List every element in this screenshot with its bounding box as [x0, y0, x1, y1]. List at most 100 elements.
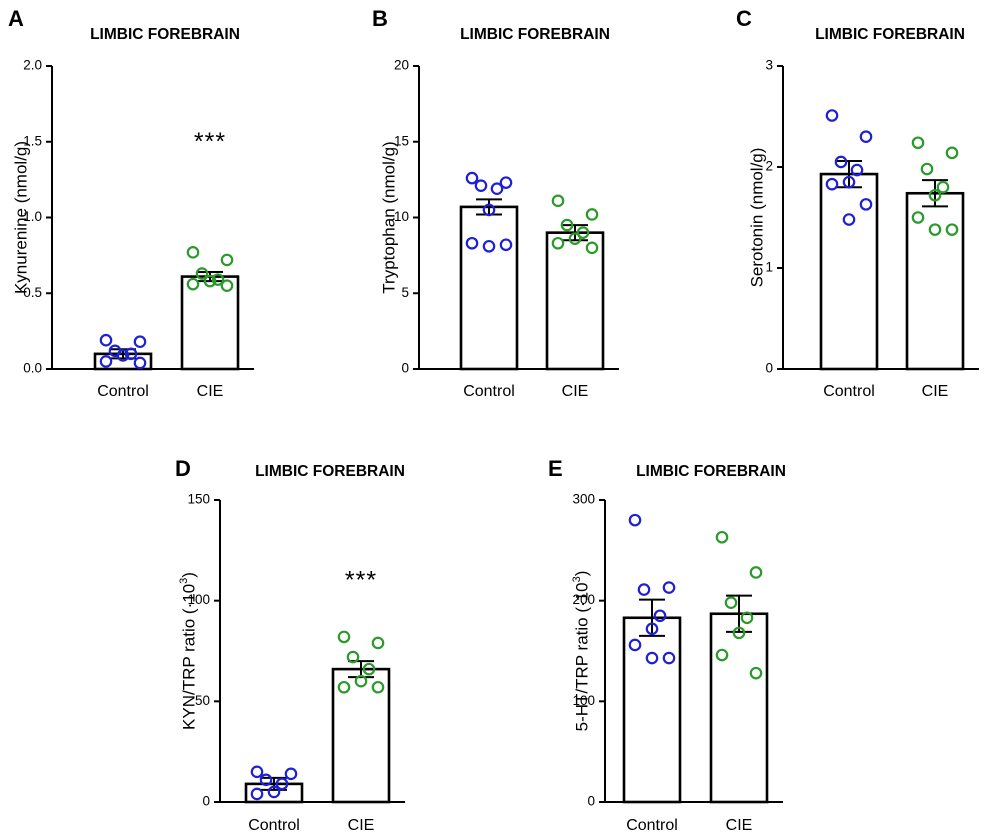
category-label: CIE	[197, 383, 224, 400]
bar-cie	[709, 612, 769, 804]
data-point-cie	[337, 680, 351, 694]
y-axis-label: 5-HT/TRP ratio (·103)	[571, 571, 592, 732]
data-point-control	[859, 198, 873, 211]
data-point-control	[465, 171, 479, 185]
bar-control	[459, 205, 519, 371]
data-point-control	[116, 349, 130, 362]
data-point-control	[645, 651, 659, 665]
data-point-cie	[371, 680, 385, 694]
data-point-cie	[346, 650, 360, 664]
data-point-cie	[354, 674, 368, 688]
data-point-cie	[551, 194, 565, 208]
chart-panel-b: B LIMBIC FOREBRAIN 0 5 10 15 20 Tryptophan (nmo…	[372, 6, 619, 400]
category-label: CIE	[348, 817, 375, 834]
y-axis-label: Kynurenine (nmol/g)	[11, 141, 30, 294]
y-tick-label: 2	[765, 159, 773, 174]
data-point-cie	[186, 277, 200, 291]
data-point-cie	[337, 630, 351, 644]
bar-control	[819, 172, 879, 371]
data-point-control	[859, 130, 873, 143]
data-point-cie	[945, 146, 959, 160]
data-point-cie	[585, 208, 599, 221]
y-axis-label: Serotonin (nmol/g)	[747, 148, 766, 288]
data-point-control	[474, 179, 488, 192]
y-tick-label: 50	[195, 693, 210, 708]
y-tick-label: 0.5	[23, 285, 42, 300]
data-point-cie	[195, 267, 209, 280]
y-tick-label: 15	[394, 133, 409, 148]
y-tick-label: 10	[394, 209, 409, 224]
bar-control	[622, 616, 682, 804]
data-point-cie	[362, 662, 376, 676]
data-point-control	[834, 155, 848, 169]
data-point-cie	[576, 226, 590, 239]
data-point-cie	[585, 241, 599, 255]
chart-panel-a: A LIMBIC FOREBRAIN 0.0 0.5 1.0 1.5 2.0 Kynureni…	[8, 6, 254, 400]
y-axis-label-superscript: 3	[178, 578, 190, 584]
data-point-cie	[203, 274, 217, 288]
data-point-control	[842, 175, 856, 189]
y-tick-label: 0	[765, 361, 773, 376]
data-point-control	[628, 638, 642, 652]
data-point-cie	[911, 136, 925, 150]
y-tick-label: 0.0	[23, 361, 42, 376]
data-point-cie	[186, 246, 200, 259]
data-point-cie	[371, 636, 385, 650]
bar-cie	[905, 191, 965, 371]
panel-title: LIMBIC FOREBRAIN	[90, 26, 240, 43]
data-point-control	[482, 203, 496, 217]
panel-letter: B	[372, 6, 388, 31]
data-point-control	[275, 777, 289, 791]
data-point-control	[267, 785, 281, 799]
data-point-control	[490, 182, 504, 196]
data-point-cie	[551, 236, 565, 250]
y-tick-label: 200	[572, 592, 595, 607]
y-axis-label: KYN/TRP ratio (·103)	[178, 572, 199, 730]
data-point-control	[284, 767, 298, 781]
y-tick-label: 20	[394, 58, 409, 73]
y-axis-label-tail: )	[179, 572, 198, 578]
y-tick-label: 2.0	[23, 58, 42, 73]
category-label: Control	[823, 383, 875, 400]
data-point-control	[99, 355, 113, 368]
y-tick-label: 0	[202, 794, 210, 809]
data-point-cie	[220, 253, 234, 267]
data-point-control	[825, 177, 839, 191]
y-tick-label: 300	[572, 492, 595, 507]
data-point-cie	[928, 223, 942, 236]
y-tick-label: 3	[765, 58, 773, 73]
category-label: Control	[463, 383, 515, 400]
y-tick-label: 100	[187, 592, 210, 607]
y-axis-label: Tryptophan (nmol/g)	[379, 141, 398, 293]
data-point-control	[628, 513, 642, 527]
category-label: Control	[97, 383, 149, 400]
data-point-control	[259, 773, 273, 787]
category-label: Control	[248, 817, 300, 834]
y-tick-label: 1.0	[23, 209, 42, 224]
panel-letter: C	[736, 6, 752, 31]
bar-cie	[331, 667, 391, 804]
y-axis-label-superscript: 3	[571, 576, 583, 582]
y-tick-label: 100	[572, 693, 595, 708]
data-point-control	[499, 176, 513, 189]
bar-cie	[545, 231, 605, 371]
data-point-cie	[715, 530, 729, 544]
panel-letter: E	[548, 456, 563, 481]
bar-cie	[180, 275, 240, 371]
data-point-cie	[715, 648, 729, 662]
data-point-control	[133, 335, 147, 349]
y-tick-label: 1	[765, 260, 773, 275]
data-point-control	[99, 333, 113, 347]
panel-title: LIMBIC FOREBRAIN	[255, 463, 405, 480]
category-label: CIE	[562, 383, 589, 400]
y-tick-label: 0	[401, 361, 409, 376]
data-point-control	[250, 787, 264, 801]
data-point-control	[465, 236, 479, 250]
y-tick-label: 150	[187, 492, 210, 507]
data-point-control	[124, 347, 138, 361]
data-point-cie	[911, 211, 925, 224]
data-point-control	[662, 581, 676, 594]
data-point-cie	[220, 279, 234, 292]
data-point-cie	[724, 596, 738, 609]
